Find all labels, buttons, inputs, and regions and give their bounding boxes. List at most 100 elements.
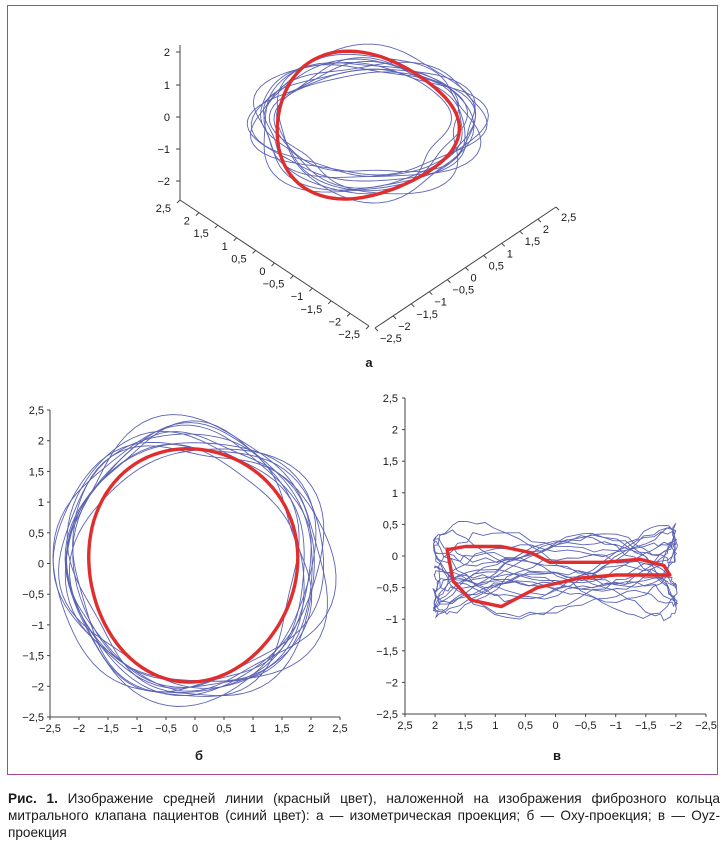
y-tick-mark (465, 267, 469, 271)
blue-annulus-curve (253, 62, 489, 178)
y-tick-mark (428, 291, 433, 296)
y-tick-label: −2,5 (380, 333, 402, 345)
x-tick-label: −0,5 (155, 723, 177, 735)
x-tick-label: −1 (131, 723, 144, 735)
figure-caption: Рис. 1. Изображение средней линии (красн… (8, 790, 720, 841)
x-tick-mark (271, 262, 275, 267)
blue-annulus-curve (433, 536, 678, 605)
y-tick-label: −1,5 (376, 646, 398, 658)
y-tick-label: 2,5 (383, 393, 398, 405)
x-tick-label: −2 (73, 723, 86, 735)
y-tick-label: 1,5 (383, 456, 398, 468)
blue-annulus-curve (250, 53, 482, 177)
x-tick-label: 0,5 (231, 253, 246, 265)
y-tick-label: 0,5 (489, 260, 504, 272)
blue-annulus-curve (72, 420, 300, 697)
red-mean-curve (445, 544, 672, 609)
y-tick-mark (392, 315, 397, 320)
blue-annulus-curve (69, 448, 325, 697)
y-tick-label: 1,5 (525, 236, 540, 248)
y-tick-label: −1,5 (22, 651, 44, 663)
x-tick-label: 0,5 (518, 720, 533, 732)
x-tick-label: −1,5 (97, 723, 119, 735)
blue-annulus-curve (273, 57, 466, 173)
x-tick-label: −2,5 (695, 720, 717, 732)
y-tick-mark (410, 303, 415, 308)
x-tick-label: 1,5 (194, 228, 209, 240)
x-tick-label: 2 (308, 723, 314, 735)
blue-annulus-curve (433, 520, 678, 619)
y-tick-label: −1 (385, 614, 398, 626)
x-tick-mark (327, 300, 332, 305)
x-tick-label: 2,5 (156, 203, 171, 215)
x-tick-mark (195, 212, 200, 216)
blue-annulus-curve (276, 62, 475, 204)
y-tick-label: −2 (398, 321, 411, 333)
blue-annulus-curve (432, 529, 677, 622)
panel-c-oyz: 2,521,510,50−0,5−1−1,5−2−2,52,5 2 1,5 1 0,5 0… (376, 393, 717, 763)
x-tick-label: 0 (192, 723, 198, 735)
figure-frame (7, 5, 718, 775)
y-tick-label: −1 (434, 297, 447, 309)
panel-b-oxy: 2,5 2 1,5 1 0,5 0 −0,5 −1 −1,5 −2 −2,5−2,5 −2 −1,5 −1… (22, 405, 347, 763)
x-tick-label: 1,5 (458, 720, 473, 732)
y-tick-mark (447, 279, 451, 283)
y-tick-label: −2 (31, 681, 44, 693)
y-tick-mark (555, 206, 560, 211)
x-tick-label: 1 (222, 241, 228, 253)
x-tick-mark (346, 313, 351, 317)
x-tick-label: −1 (609, 720, 622, 732)
y-tick-label: 1 (507, 248, 513, 260)
x-tick-label: 2,5 (397, 720, 412, 732)
x-tick-label: −2 (329, 316, 342, 328)
x-tick-label: −0,5 (575, 720, 597, 732)
x-tick-label: 0 (259, 266, 265, 278)
red-mean-curve (87, 447, 300, 684)
blue-annulus-curve (432, 531, 678, 605)
figure-panels: 210−1−22,521,510,50−0,5−1−1,5−2−2,5 −2,5−… (22, 43, 717, 763)
y-tick-label: 2,5 (29, 405, 44, 417)
y-tick-label: 2 (392, 425, 398, 437)
red-mean-curve (275, 49, 461, 201)
y-tick-label: 1 (392, 488, 398, 500)
y-tick-label: 1,5 (29, 466, 44, 478)
y-tick-label: −1 (31, 620, 44, 632)
x-tick-mark (308, 287, 313, 292)
y-tick-mark (374, 327, 379, 332)
y-tick-label: 0 (392, 551, 398, 563)
x-tick-label: −1,5 (300, 304, 322, 316)
x-tick-label: −2,5 (338, 329, 360, 341)
z-tick-label: 1 (164, 80, 170, 92)
y-tick-label: 2 (38, 436, 44, 448)
y-tick-label: −2 (385, 677, 398, 689)
panel-c-letter: в (553, 748, 561, 763)
blue-annulus-curve (64, 443, 305, 682)
panel-b-letter: б (195, 748, 203, 763)
blue-annulus-curve (433, 541, 676, 619)
blue-annulus-curve (65, 414, 328, 688)
blue-annulus-curve (52, 424, 315, 697)
x-tick-label: −2,5 (39, 723, 61, 735)
x-tick-label: 0,5 (216, 723, 231, 735)
y-tick-label: −0,5 (22, 589, 44, 601)
y-tick-label: 2 (543, 224, 549, 236)
x-tick-label: −1,5 (635, 720, 657, 732)
y-tick-label: −2,5 (22, 712, 44, 724)
blue-annulus-curve (58, 433, 313, 689)
x-tick-label: −1 (291, 291, 304, 303)
x-tick-label: 1,5 (274, 723, 289, 735)
y-tick-mark (501, 242, 506, 247)
y-tick-label: 1 (38, 497, 44, 509)
x-tick-mark (365, 325, 370, 330)
blue-annulus-curve (249, 61, 488, 176)
blue-annulus-curve (433, 533, 677, 603)
y-tick-label: 2,5 (561, 212, 576, 224)
y-tick-mark (537, 218, 542, 223)
z-tick-label: −2 (157, 176, 170, 188)
x-tick-label: 2 (432, 720, 438, 732)
y-tick-label: 0 (38, 559, 44, 571)
y-tick-label: −0,5 (376, 583, 398, 595)
x-tick-label: 1 (250, 723, 256, 735)
blue-annulus-curve (432, 522, 677, 613)
blue-annulus-curve (65, 442, 317, 707)
